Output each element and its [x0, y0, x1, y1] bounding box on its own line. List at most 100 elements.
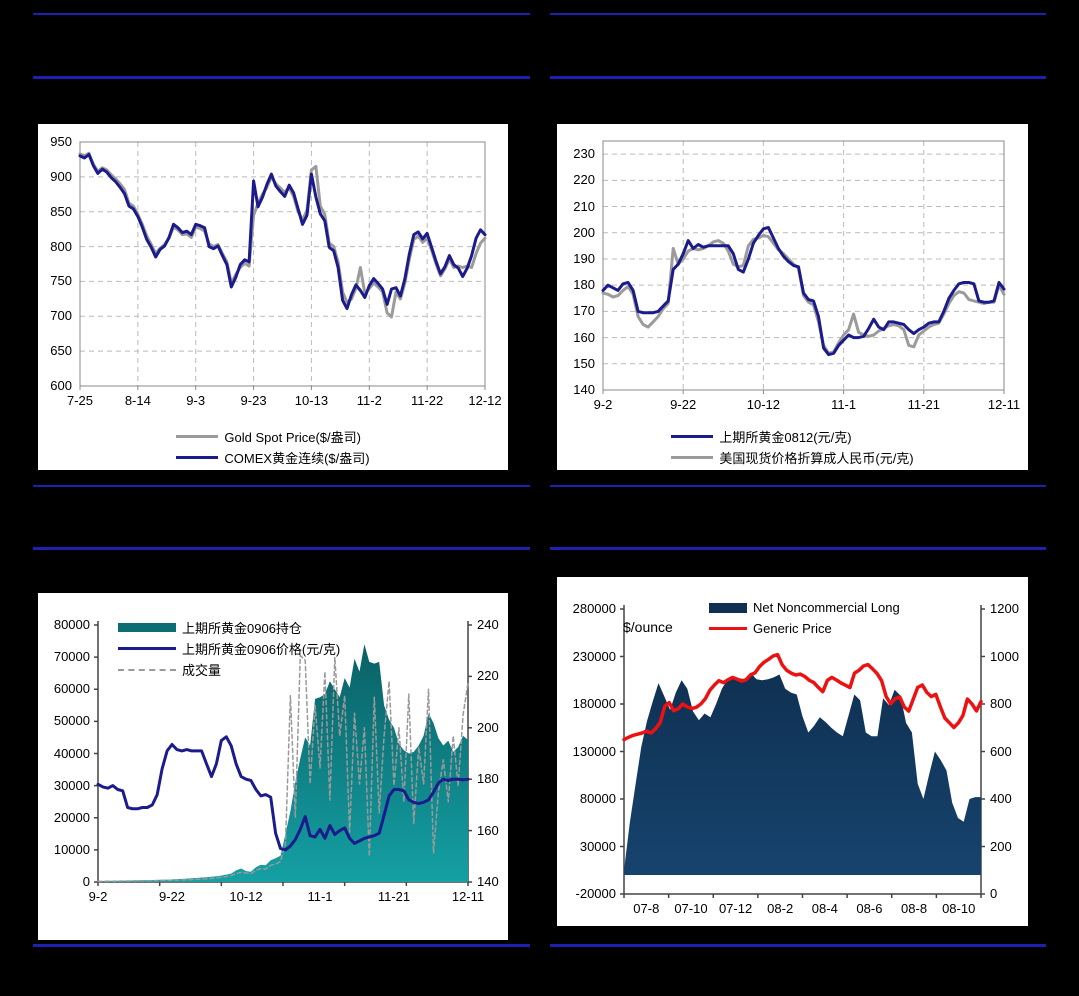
comex-line-marker — [176, 456, 219, 459]
x-axis-label: 9-2 — [88, 889, 108, 904]
x-axis-label: 08-4 — [811, 901, 838, 916]
x-axis-label: 08-2 — [767, 901, 794, 916]
y-axis-label: 130000 — [572, 743, 616, 759]
y-axis-label: 150 — [573, 355, 595, 371]
y-axis-label: 1000 — [990, 648, 1019, 664]
legend: 上期所黄金0906持仓 上期所黄金0906价格(元/克) 成交量 — [118, 617, 340, 680]
y-axis-label: 180 — [573, 277, 595, 293]
y-axis-label: 200 — [573, 224, 595, 240]
x-axis-label: 11-22 — [410, 393, 444, 408]
chart-plot — [601, 140, 1006, 394]
y-axis-label: 70000 — [53, 649, 90, 665]
y-axis-label: -20000 — [575, 886, 616, 901]
legend-label: 成交量 — [182, 663, 222, 678]
legend: Gold Spot Price($/盎司) COMEX黄金连续($/盎司) — [38, 426, 508, 468]
x-axis-label: 12-11 — [451, 889, 485, 904]
y-axis-label: 140 — [477, 874, 499, 889]
y-axis-label: 200 — [477, 719, 499, 735]
legend-item-us-spot-rmb: 美国现货价格折算成人民币(元/克) — [671, 447, 914, 468]
legend-label: 上期所黄金0812(元/克) — [719, 430, 852, 445]
y-axis-label: 60000 — [53, 681, 90, 697]
chart-plot — [78, 141, 487, 390]
x-axis-label: 10-12 — [229, 889, 263, 904]
x-axis-label: 9-22 — [670, 397, 697, 412]
y-axis-label: 700 — [50, 308, 72, 324]
x-axis-label: 7-25 — [66, 393, 94, 408]
legend-item-price: 上期所黄金0906价格(元/克) — [118, 638, 340, 659]
x-axis-label: 11-1 — [831, 397, 857, 412]
y-axis-label: 10000 — [53, 841, 90, 857]
legend-item-shfe-0812: 上期所黄金0812(元/克) — [671, 426, 913, 447]
y-axis-label: 850 — [50, 203, 72, 219]
y-axis-label: 900 — [50, 168, 72, 184]
legend-item-net-long: Net Noncommercial Long — [709, 597, 900, 618]
x-axis-label: 11-21 — [907, 397, 940, 412]
unit-label: $/ounce — [623, 619, 673, 635]
y-axis-label: 180000 — [572, 696, 616, 711]
y-axis-label: 600 — [990, 743, 1012, 759]
legend-label: Net Noncommercial Long — [753, 600, 900, 615]
figure-comex-gold-chart: Gold Spot Price($/盎司) COMEX黄金连续($/盎司) 95… — [38, 124, 508, 470]
volume-dash-marker — [118, 668, 176, 671]
y-axis-label: 0 — [990, 886, 998, 901]
y-axis-label: 600 — [50, 378, 72, 393]
y-axis-label: 170 — [573, 303, 595, 319]
x-axis-label: 08-6 — [856, 901, 883, 916]
separator-line — [33, 485, 530, 487]
y-axis-label: 1200 — [990, 601, 1019, 616]
legend-item-open-interest: 上期所黄金0906持仓 — [118, 617, 340, 638]
x-axis-label: 11-2 — [356, 393, 382, 408]
legend-label: Generic Price — [753, 621, 832, 636]
figure-net-noncommercial-long-chart: $/ounce Net Noncommercial Long Generic P… — [557, 577, 1028, 926]
net-long-area-marker — [709, 602, 747, 613]
y-axis-label: 80000 — [579, 791, 616, 806]
y-axis-label: 240 — [477, 617, 499, 632]
y-axis-label: 40000 — [53, 745, 90, 761]
x-axis-label: 8-14 — [124, 393, 151, 408]
separator-line — [550, 944, 1046, 947]
separator-line — [550, 76, 1046, 79]
shfe-0812-line-marker — [671, 435, 714, 438]
y-axis-label: 650 — [50, 343, 72, 359]
y-axis-label: 400 — [990, 791, 1012, 806]
y-axis-label: 140 — [573, 382, 595, 397]
legend-item-gold-spot: Gold Spot Price($/盎司) — [176, 426, 369, 447]
open-interest-area-marker — [118, 623, 176, 632]
separator-line — [33, 547, 530, 550]
x-axis-label: 07-10 — [674, 901, 708, 916]
generic-price-line-marker — [709, 627, 747, 630]
legend: 上期所黄金0812(元/克) 美国现货价格折算成人民币(元/克) — [557, 426, 1028, 468]
x-axis-label: 08-10 — [942, 901, 976, 916]
y-axis-label: 800 — [990, 696, 1012, 711]
y-axis-label: 230 — [573, 146, 595, 162]
x-axis-label: 9-3 — [186, 393, 206, 408]
separator-line — [33, 76, 530, 79]
legend-label: 上期所黄金0906价格(元/克) — [182, 642, 341, 657]
y-axis-label: 230000 — [572, 648, 616, 664]
legend-label: Gold Spot Price($/盎司) — [224, 430, 361, 445]
legend-label: 上期所黄金0906持仓 — [182, 621, 302, 636]
y-axis-label: 220 — [573, 172, 595, 188]
separator-line — [550, 485, 1046, 487]
y-axis-label: 30000 — [579, 838, 616, 854]
y-axis-label: 30000 — [53, 777, 90, 793]
y-axis-label: 50000 — [53, 713, 90, 729]
legend-item-volume: 成交量 — [118, 659, 340, 680]
y-axis-label: 180 — [477, 771, 499, 787]
separator-line — [33, 13, 530, 15]
y-axis-label: 210 — [573, 198, 595, 214]
y-axis-label: 80000 — [53, 617, 90, 632]
y-axis-label: 220 — [477, 668, 499, 684]
x-axis-label: 9-23 — [240, 393, 267, 408]
separator-line — [550, 547, 1046, 550]
us-spot-rmb-line-marker — [671, 456, 714, 459]
x-axis-label: 07-8 — [633, 901, 660, 916]
x-axis-label: 9-22 — [158, 889, 186, 904]
legend-item-comex: COMEX黄金连续($/盎司) — [176, 447, 370, 468]
x-axis-label: 10-12 — [746, 397, 781, 412]
y-axis-label: 160 — [477, 822, 499, 838]
x-axis-label: 08-8 — [901, 901, 928, 916]
y-axis-label: 800 — [50, 238, 72, 254]
chart-plot — [620, 605, 985, 898]
